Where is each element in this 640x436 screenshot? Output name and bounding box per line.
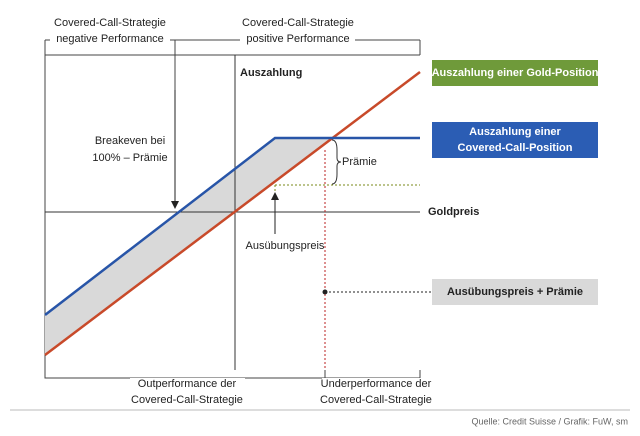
label-bg: [50, 14, 170, 48]
legend-text: Ausübungspreis + Prämie: [447, 286, 583, 298]
header-text: positive Performance: [246, 33, 349, 45]
gold-line: [44, 71, 421, 356]
label-bg: [130, 378, 245, 408]
y-axis-label: Auszahlung: [240, 67, 302, 79]
annotation: Breakeven bei: [95, 135, 165, 147]
bottom-bracket: [44, 370, 421, 379]
guide-dotted: [274, 184, 420, 212]
legend-text: Auszahlung einer Gold-Position: [432, 67, 599, 79]
header-text: Covered-Call-Strategie: [242, 17, 354, 29]
legend-box: [432, 122, 598, 158]
legend-text: Covered-Call-Position: [458, 142, 573, 154]
legend-box: [432, 279, 598, 305]
label-bg: [240, 14, 355, 48]
source: Quelle: Credit Suisse / Grafik: FuW, sm: [471, 416, 628, 426]
annotation: Ausübungspreis: [246, 240, 325, 252]
label-bg: [322, 378, 432, 408]
footer-text: Covered-Call-Strategie: [320, 394, 432, 406]
footer-text: Outperformance der: [138, 378, 237, 390]
covered-call-line: [44, 136, 420, 316]
footer-text: Covered-Call-Strategie: [131, 394, 243, 406]
annotation: 100% – Prämie: [92, 152, 167, 164]
header-text: Covered-Call-Strategie: [54, 17, 166, 29]
header-text: negative Performance: [56, 33, 164, 45]
x-axis-label: Goldpreis: [428, 206, 479, 218]
legend-text: Auszahlung einer: [469, 126, 561, 138]
footer-text: Underperformance der: [321, 378, 432, 390]
brace: [331, 139, 342, 185]
marker-dot: [322, 289, 328, 295]
legend-box: [432, 60, 598, 86]
annotation: Prämie: [342, 156, 377, 168]
